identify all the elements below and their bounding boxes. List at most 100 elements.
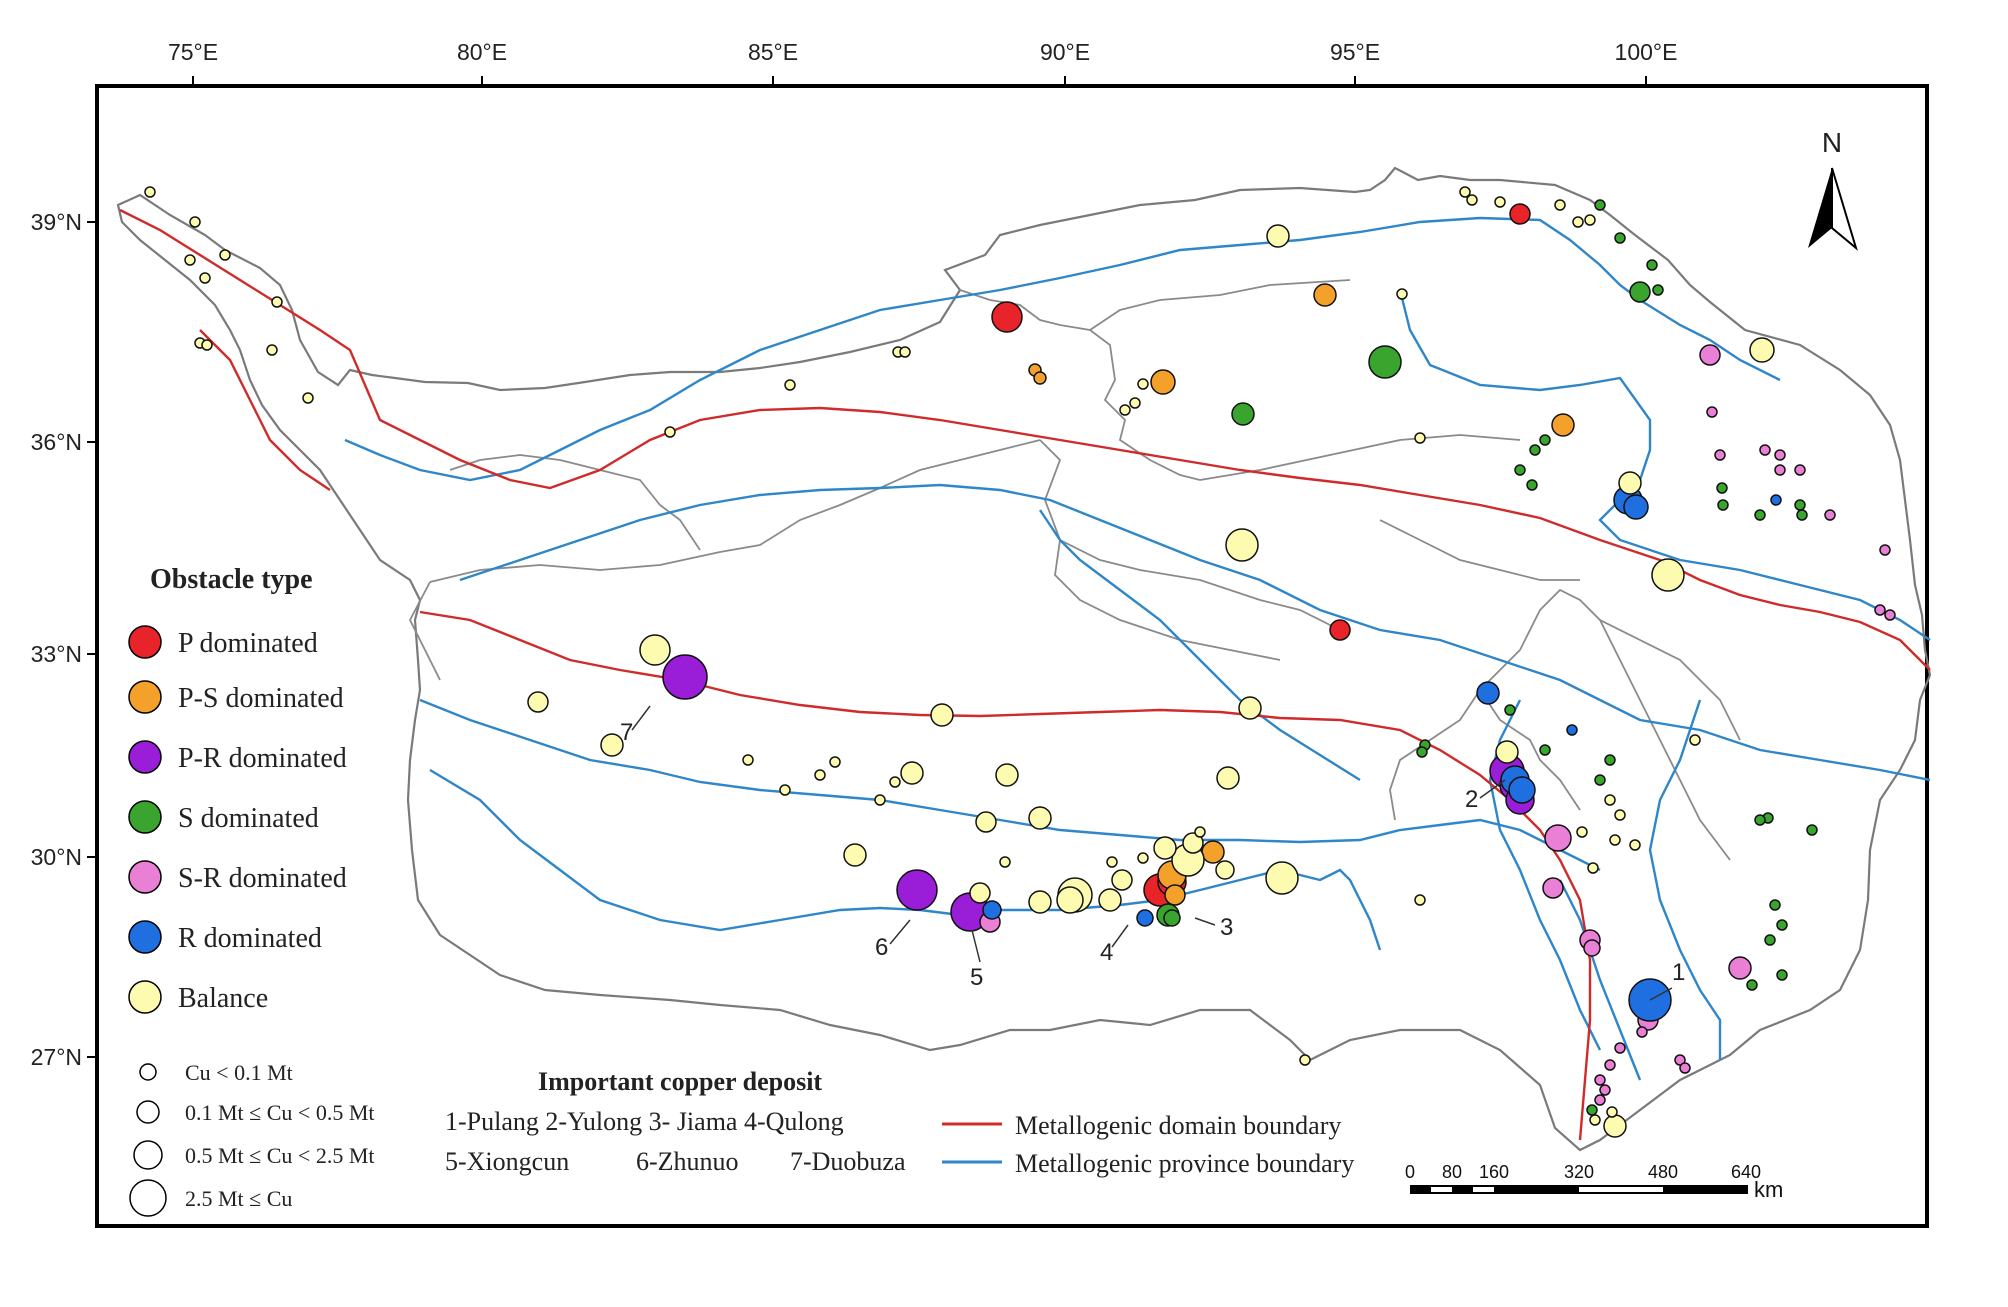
deposit-point bbox=[1794, 499, 1806, 511]
deposit-point bbox=[144, 186, 156, 198]
deposit-point bbox=[1776, 969, 1788, 981]
lat-tick-33: 33°N bbox=[31, 641, 82, 667]
legend-swatch-pr bbox=[128, 740, 162, 774]
deposit-point bbox=[1396, 288, 1408, 300]
deposit-point bbox=[999, 856, 1011, 868]
deposit-point bbox=[189, 216, 201, 228]
sub-boundaries bbox=[408, 279, 1741, 861]
scale-bar: 0 80 160 320 480 640 km bbox=[1405, 1162, 1783, 1202]
province-boundary-label: Metallogenic province boundary bbox=[1015, 1149, 1354, 1178]
deposit-number-5: 5 bbox=[970, 964, 983, 991]
legend-label-sr: S-R dominated bbox=[178, 863, 347, 894]
deposit-point bbox=[1609, 834, 1621, 846]
deposit-point bbox=[1623, 494, 1649, 520]
legend-swatch-s bbox=[128, 800, 162, 834]
deposit-point bbox=[1646, 259, 1658, 271]
legend-swatch-p bbox=[128, 625, 162, 659]
size-label-3: 0.5 Mt ≤ Cu < 2.5 Mt bbox=[185, 1143, 375, 1168]
legend-label-r: R dominated bbox=[178, 923, 322, 954]
deposit-point bbox=[1774, 464, 1786, 476]
deposit-point bbox=[1754, 509, 1766, 521]
deposit-point bbox=[1495, 740, 1519, 764]
deposit-point bbox=[1806, 824, 1818, 836]
deposit-point bbox=[995, 763, 1019, 787]
deposit-point bbox=[1714, 449, 1726, 461]
north-label: N bbox=[1822, 127, 1842, 158]
deposit-point bbox=[1164, 884, 1186, 906]
deposit-points bbox=[144, 186, 1896, 1138]
deposit-point bbox=[1759, 444, 1771, 456]
deposit-point bbox=[1529, 444, 1541, 456]
size-swatch-2 bbox=[136, 1100, 160, 1124]
deposit-point bbox=[874, 794, 886, 806]
size-label-1: Cu < 0.1 Mt bbox=[185, 1060, 293, 1085]
deposit-point bbox=[1583, 939, 1601, 957]
deposit-point bbox=[1508, 776, 1536, 804]
deposit-point bbox=[1150, 369, 1176, 395]
legend-swatch-ps bbox=[128, 680, 162, 714]
deposit-point bbox=[1824, 509, 1836, 521]
deposit-point bbox=[1111, 869, 1133, 891]
legend-label-pr: P-R dominated bbox=[178, 743, 347, 774]
deposit-point bbox=[1504, 704, 1516, 716]
deposit-point bbox=[975, 811, 997, 833]
deposit-point bbox=[1106, 856, 1118, 868]
deposit-point bbox=[1576, 826, 1588, 838]
deposit-point bbox=[1776, 919, 1788, 931]
lon-tick-80: 80°E bbox=[457, 39, 507, 65]
deposit-point bbox=[829, 756, 841, 768]
legend-item-ps: P-S dominated bbox=[128, 680, 344, 714]
deposit-point bbox=[896, 869, 938, 911]
deposit-point bbox=[1586, 1104, 1598, 1116]
deposit-point bbox=[302, 392, 314, 404]
deposit-point bbox=[1137, 378, 1149, 390]
deposit-point bbox=[1604, 754, 1616, 766]
deposit-point bbox=[1606, 1106, 1618, 1118]
legend-title: Obstacle type bbox=[150, 564, 313, 595]
deposit-number-3: 3 bbox=[1220, 914, 1233, 941]
deposit-point bbox=[1699, 344, 1721, 366]
deposit-legend-zhunuo: 6-Zhunuo bbox=[636, 1147, 739, 1176]
deposit-point bbox=[1266, 224, 1290, 248]
deposit-point bbox=[1584, 214, 1596, 226]
deposit-point bbox=[1754, 814, 1766, 826]
map-frame bbox=[95, 84, 1929, 1228]
lon-tick-95: 95°E bbox=[1330, 39, 1380, 65]
scale-tick-160: 160 bbox=[1479, 1162, 1509, 1182]
deposit-point bbox=[1599, 1084, 1611, 1096]
deposit-point bbox=[1416, 746, 1428, 758]
boundary-legend: Metallogenic domain boundary Metallogeni… bbox=[942, 1111, 1354, 1178]
scale-tick-320: 320 bbox=[1564, 1162, 1594, 1182]
legend-label-p: P dominated bbox=[178, 628, 318, 659]
deposit-point bbox=[1119, 404, 1131, 416]
size-label-4: 2.5 Mt ≤ Cu bbox=[185, 1186, 292, 1211]
lon-tick-100: 100°E bbox=[1615, 39, 1678, 65]
deposit-point bbox=[1028, 890, 1052, 914]
scale-tick-640: 640 bbox=[1731, 1162, 1761, 1182]
deposit-point bbox=[1614, 232, 1626, 244]
deposit-legend-duobuza: 7-Duobuza bbox=[790, 1147, 906, 1176]
deposit-point bbox=[1526, 479, 1538, 491]
deposit-point bbox=[900, 761, 924, 785]
deposit-point bbox=[639, 634, 671, 666]
deposit-leaders bbox=[631, 705, 1673, 1001]
deposit-point bbox=[779, 784, 791, 796]
deposit-point bbox=[1313, 283, 1337, 307]
deposit-point bbox=[600, 733, 624, 757]
deposit-point bbox=[271, 296, 283, 308]
deposit-point bbox=[1728, 956, 1752, 980]
deposit-point bbox=[1299, 1054, 1311, 1066]
legend-item-s: S dominated bbox=[128, 800, 319, 834]
deposit-point bbox=[1509, 203, 1531, 225]
deposit-point bbox=[1614, 1042, 1626, 1054]
deposit-point bbox=[899, 346, 911, 358]
deposit-point bbox=[1796, 509, 1808, 521]
deposit-point bbox=[201, 339, 213, 351]
deposit-point bbox=[969, 882, 991, 904]
deposit-point bbox=[1764, 934, 1776, 946]
deposit-point bbox=[1542, 877, 1564, 899]
deposit-point bbox=[1604, 1059, 1616, 1071]
legend-label-ps: P-S dominated bbox=[178, 683, 344, 714]
legend-item-pr: P-R dominated bbox=[128, 740, 347, 774]
deposit-point bbox=[1651, 558, 1685, 592]
